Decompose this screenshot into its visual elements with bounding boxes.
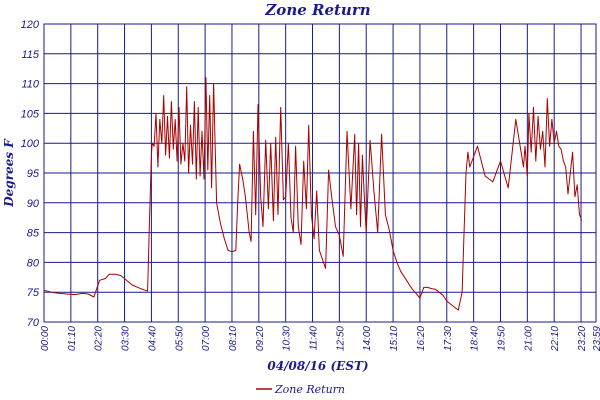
- x-tick-label: 08:10: [228, 326, 239, 351]
- y-tick-label: 95: [27, 168, 40, 180]
- grid: [44, 24, 596, 322]
- x-tick-label: 03:30: [121, 326, 132, 351]
- x-tick-label: 18:40: [470, 326, 481, 351]
- y-tick-label: 115: [21, 49, 39, 61]
- x-axis-label: 04/08/16 (EST): [267, 359, 368, 373]
- x-axis-ticks: 00:00 01:10 02:20 03:30 04:40 05:50 07:00 08:10…: [40, 326, 600, 352]
- x-tick-label: 09:20: [255, 326, 266, 351]
- x-tick-label: 01:10: [67, 326, 78, 351]
- y-tick-label: 105: [21, 108, 40, 120]
- x-tick-label: 00:00: [40, 326, 51, 351]
- legend-label: Zone Return: [274, 383, 345, 396]
- y-axis-ticks: 70 75 80 85 90 95 100 105 110 115 120: [21, 19, 40, 329]
- y-tick-label: 70: [27, 317, 40, 329]
- x-tick-label: 22:10: [550, 326, 561, 352]
- x-tick-label: 21:00: [523, 326, 534, 352]
- y-axis-label: Degrees F: [2, 138, 16, 208]
- y-tick-label: 90: [27, 198, 40, 210]
- x-tick-label: 23:59: [592, 326, 600, 352]
- y-tick-label: 80: [27, 257, 40, 269]
- legend: Zone Return: [256, 383, 345, 396]
- x-tick-label: 19:50: [496, 326, 507, 351]
- y-tick-label: 120: [21, 19, 40, 31]
- x-tick-label: 12:50: [335, 326, 346, 351]
- chart-title: Zone Return: [264, 1, 370, 19]
- x-tick-label: 14:00: [362, 326, 373, 351]
- series-line-zone-return: [43, 77, 583, 311]
- x-tick-label: 23:20: [577, 326, 588, 352]
- y-tick-label: 75: [27, 287, 40, 299]
- x-tick-label: 07:00: [201, 326, 212, 351]
- x-tick-label: 16:20: [416, 326, 427, 351]
- x-tick-label: 10:30: [282, 326, 293, 351]
- y-tick-label: 110: [21, 79, 39, 91]
- x-tick-label: 11:40: [309, 326, 320, 351]
- x-tick-label: 02:20: [94, 326, 105, 351]
- x-tick-label: 05:50: [174, 326, 185, 351]
- plot-frame: [43, 23, 597, 323]
- series-layer: [43, 77, 583, 311]
- x-tick-label: 15:10: [389, 326, 400, 351]
- y-tick-label: 85: [27, 228, 40, 240]
- y-tick-label: 100: [21, 138, 40, 150]
- x-tick-label: 17:30: [443, 326, 454, 351]
- x-tick-label: 04:40: [147, 326, 158, 351]
